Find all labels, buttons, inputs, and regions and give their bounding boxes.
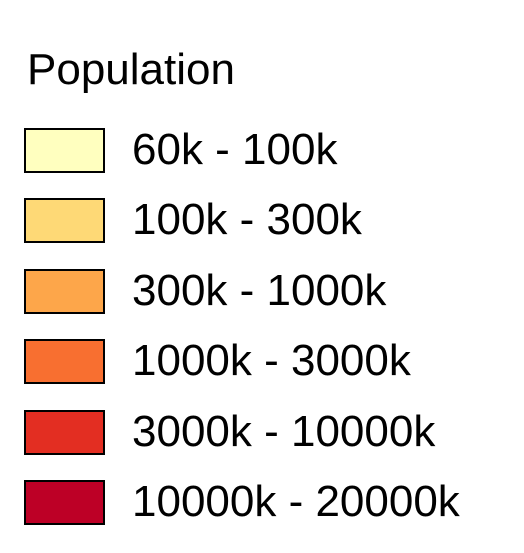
legend-swatch <box>24 269 105 314</box>
legend-item: 100k - 300k <box>24 195 514 246</box>
legend-item: 1000k - 3000k <box>24 336 514 387</box>
legend-swatch <box>24 480 105 525</box>
legend-item-label: 300k - 1000k <box>132 266 387 315</box>
legend-swatch <box>24 128 105 173</box>
legend-item: 300k - 1000k <box>24 266 514 317</box>
legend-item-label: 10000k - 20000k <box>132 477 460 526</box>
legend-item-label: 100k - 300k <box>132 195 362 244</box>
legend-item-label: 3000k - 10000k <box>132 407 436 456</box>
legend-swatch <box>24 198 105 243</box>
legend-item: 60k - 100k <box>24 125 514 176</box>
legend-item-label: 1000k - 3000k <box>132 336 411 385</box>
legend-title: Population <box>27 45 235 94</box>
legend-item: 3000k - 10000k <box>24 407 514 458</box>
legend-item: 10000k - 20000k <box>24 477 514 528</box>
legend-swatch <box>24 339 105 384</box>
legend-item-label: 60k - 100k <box>132 125 338 174</box>
legend-swatch <box>24 410 105 455</box>
